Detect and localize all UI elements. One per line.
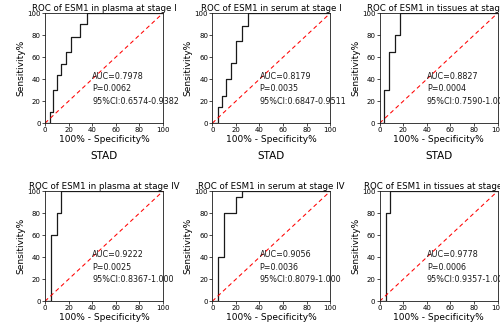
Text: AUC=0.8179: AUC=0.8179 xyxy=(260,72,311,81)
Title: ROC of ESM1 in tissues at stage IV: ROC of ESM1 in tissues at stage IV xyxy=(364,182,500,191)
Y-axis label: Sensitivity%: Sensitivity% xyxy=(184,218,192,274)
Text: AUC=0.8827: AUC=0.8827 xyxy=(427,72,478,81)
Y-axis label: Sensitivity%: Sensitivity% xyxy=(351,40,360,96)
X-axis label: 100% - Specificity%: 100% - Specificity% xyxy=(393,135,484,144)
X-axis label: 100% - Specificity%: 100% - Specificity% xyxy=(226,135,316,144)
Text: STAD: STAD xyxy=(425,151,452,161)
Text: 95%CI:0.8079-1.000: 95%CI:0.8079-1.000 xyxy=(260,275,341,284)
Title: ROC of ESM1 in serum at stage IV: ROC of ESM1 in serum at stage IV xyxy=(198,182,344,191)
Title: ROC of ESM1 in plasma at stage I: ROC of ESM1 in plasma at stage I xyxy=(32,4,176,13)
Title: ROC of ESM1 in tissues at stage I: ROC of ESM1 in tissues at stage I xyxy=(367,4,500,13)
Text: AUC=0.9056: AUC=0.9056 xyxy=(260,251,311,260)
X-axis label: 100% - Specificity%: 100% - Specificity% xyxy=(393,313,484,322)
X-axis label: 100% - Specificity%: 100% - Specificity% xyxy=(58,313,150,322)
X-axis label: 100% - Specificity%: 100% - Specificity% xyxy=(226,313,316,322)
Text: AUC=0.9778: AUC=0.9778 xyxy=(427,251,478,260)
Title: ROC of ESM1 in serum at stage I: ROC of ESM1 in serum at stage I xyxy=(201,4,342,13)
Text: P=0.0035: P=0.0035 xyxy=(260,84,298,93)
Text: STAD: STAD xyxy=(90,151,118,161)
Text: AUC=0.7978: AUC=0.7978 xyxy=(92,72,144,81)
Text: AUC=0.9222: AUC=0.9222 xyxy=(92,251,144,260)
Text: STAD: STAD xyxy=(258,151,285,161)
Text: 95%CI:0.9357-1.000: 95%CI:0.9357-1.000 xyxy=(427,275,500,284)
Text: P=0.0036: P=0.0036 xyxy=(260,262,298,271)
Text: 95%CI:0.6574-0.9382: 95%CI:0.6574-0.9382 xyxy=(92,97,179,106)
Text: 95%CI:0.6847-0.9511: 95%CI:0.6847-0.9511 xyxy=(260,97,346,106)
Title: ROC of ESM1 in plasma at stage IV: ROC of ESM1 in plasma at stage IV xyxy=(28,182,179,191)
Text: P=0.0062: P=0.0062 xyxy=(92,84,132,93)
Y-axis label: Sensitivity%: Sensitivity% xyxy=(16,218,26,274)
Text: P=0.0004: P=0.0004 xyxy=(427,84,466,93)
Y-axis label: Sensitivity%: Sensitivity% xyxy=(16,40,26,96)
Text: P=0.0006: P=0.0006 xyxy=(427,262,466,271)
Text: 95%CI:0.7590-1.000: 95%CI:0.7590-1.000 xyxy=(427,97,500,106)
Text: 95%CI:0.8367-1.000: 95%CI:0.8367-1.000 xyxy=(92,275,174,284)
Y-axis label: Sensitivity%: Sensitivity% xyxy=(351,218,360,274)
Y-axis label: Sensitivity%: Sensitivity% xyxy=(184,40,192,96)
Text: P=0.0025: P=0.0025 xyxy=(92,262,132,271)
X-axis label: 100% - Specificity%: 100% - Specificity% xyxy=(58,135,150,144)
